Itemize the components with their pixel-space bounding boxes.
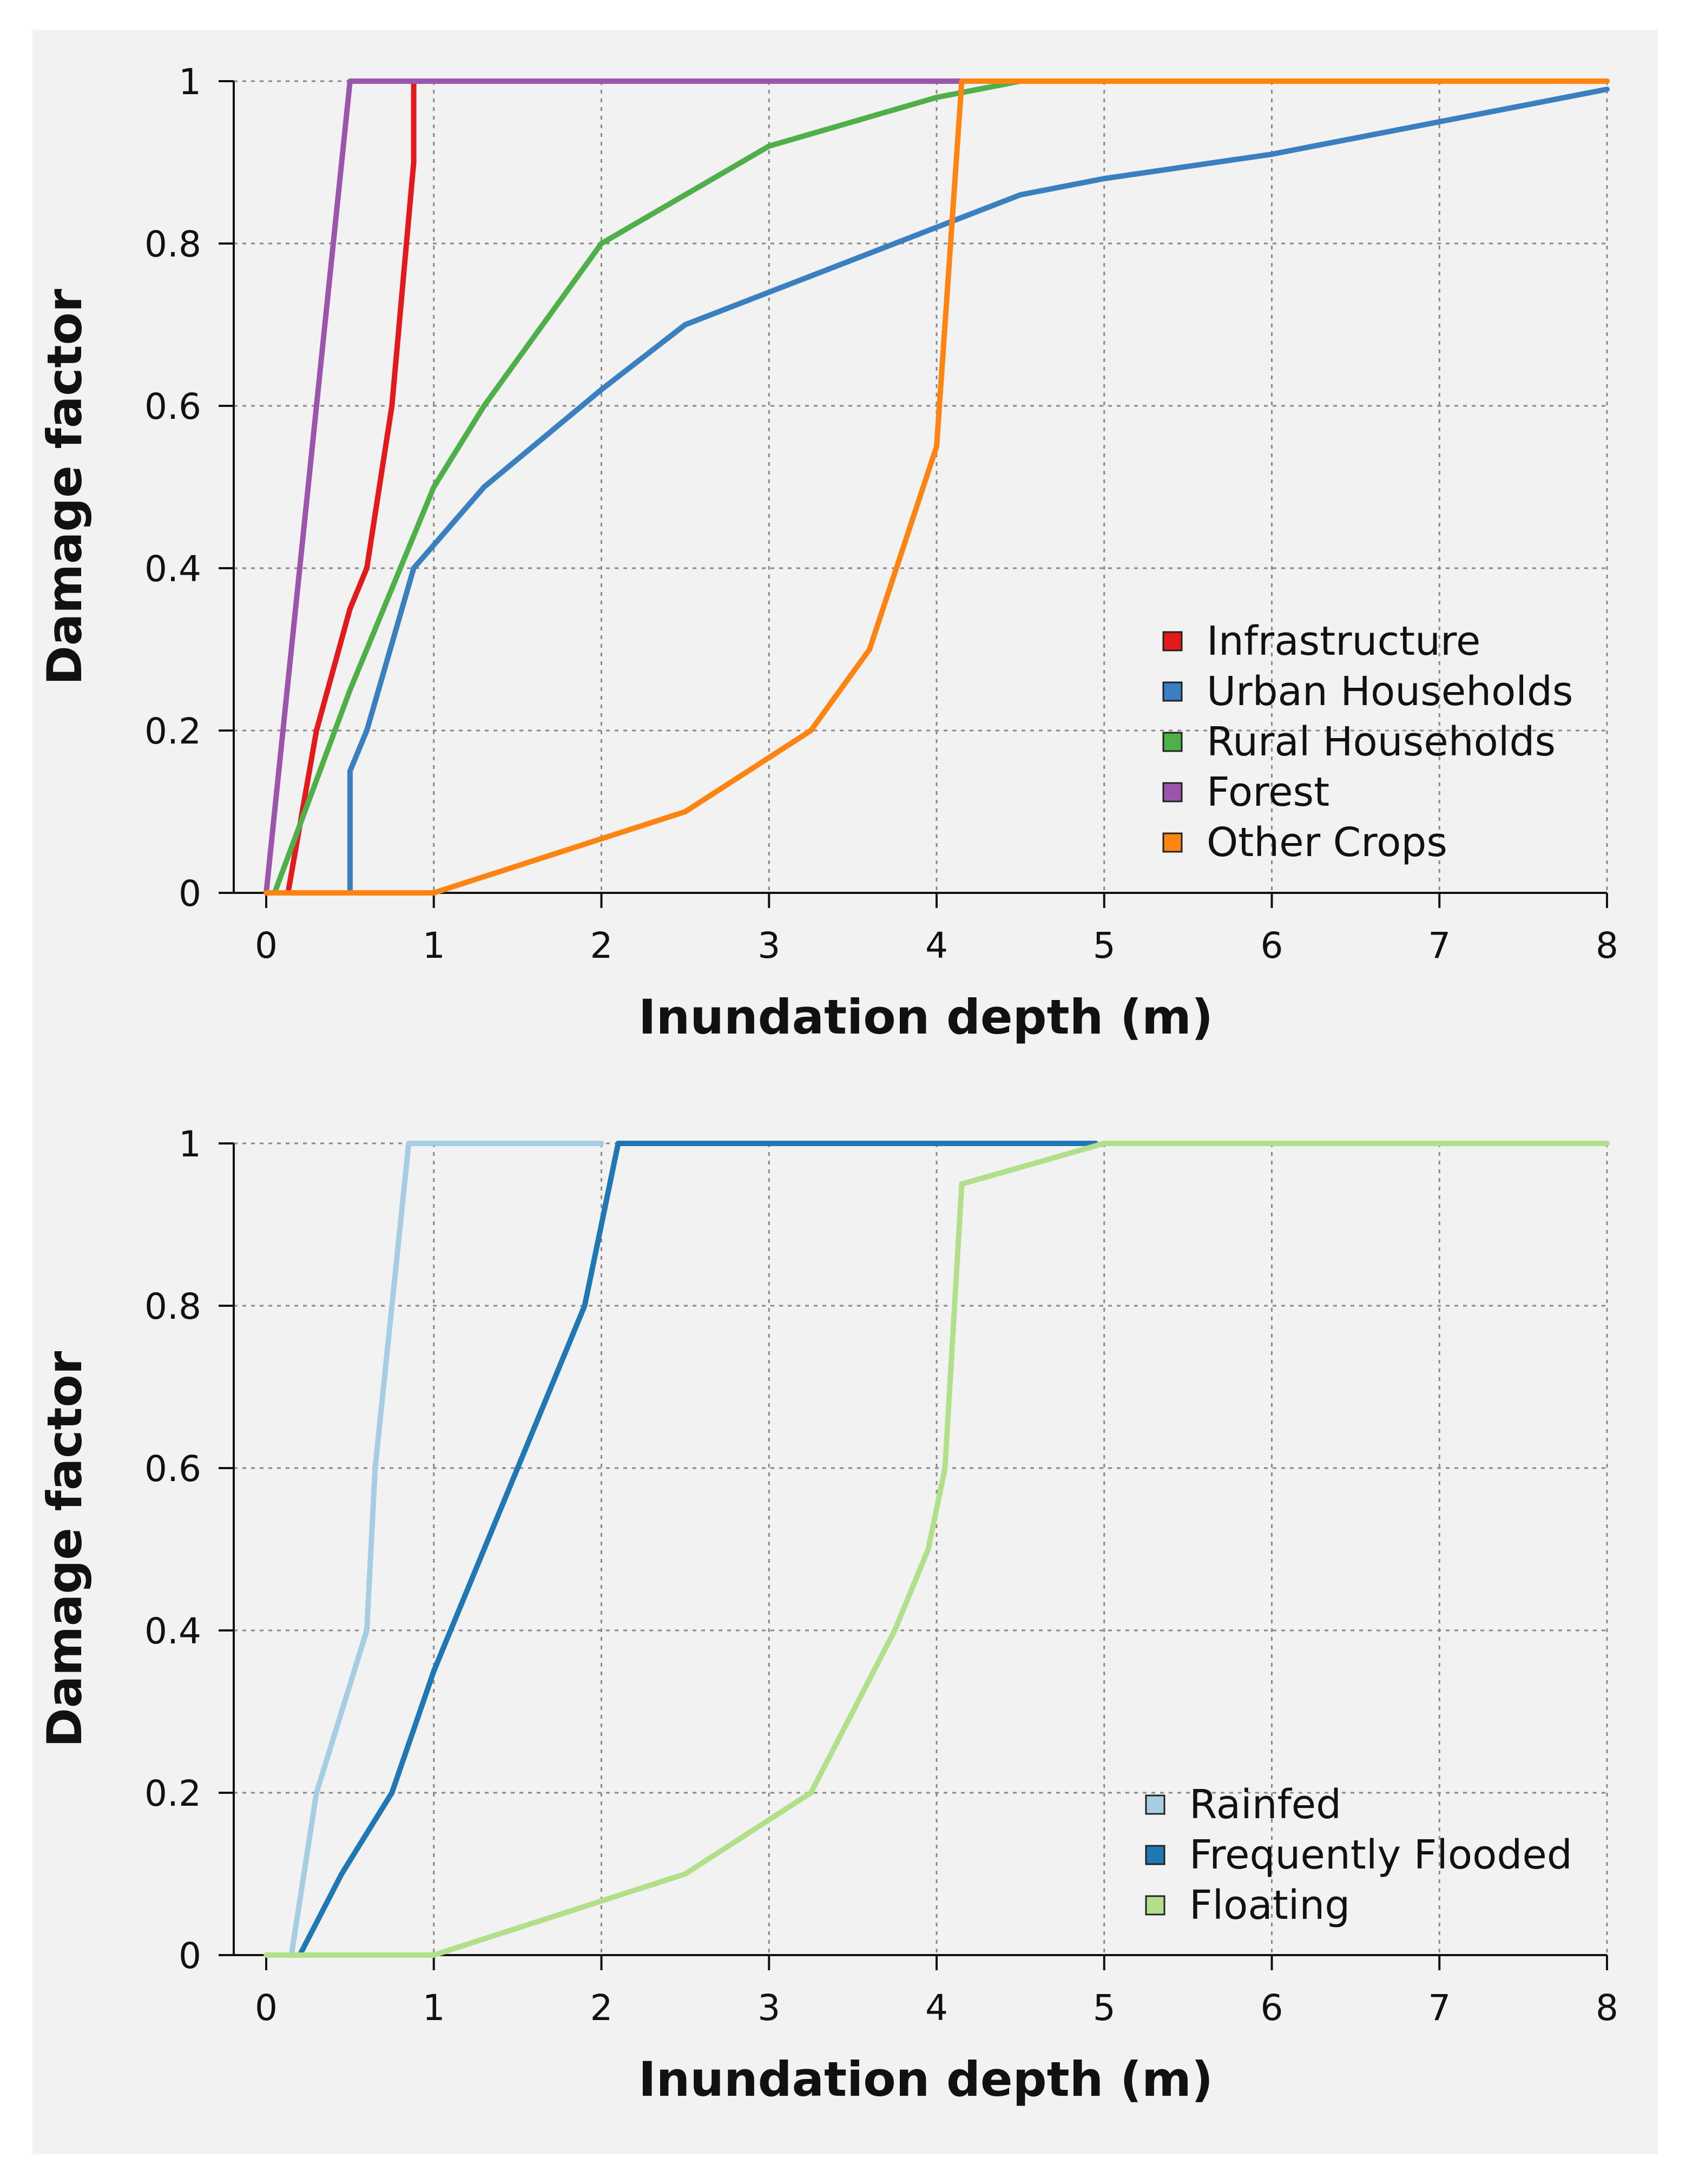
x-tick-label: 7: [1428, 925, 1451, 966]
x-tick-label: 0: [255, 925, 278, 966]
x-axis-title: Inundation depth (m): [638, 2051, 1213, 2107]
series-line-rural-households: [272, 78, 1023, 896]
x-axis-title: Inundation depth (m): [638, 989, 1213, 1045]
x-tick-label: 8: [1596, 1987, 1618, 2029]
y-tick-label: 0.2: [144, 1773, 201, 1814]
y-tick-label: 0.6: [144, 386, 201, 427]
x-tick-label: 0: [255, 1987, 278, 2029]
figure-panel: [32, 30, 1658, 2154]
legend-swatch: [1162, 631, 1183, 652]
legend-swatch: [1162, 681, 1183, 702]
x-tick-label: 8: [1596, 925, 1618, 966]
legend-label: Floating: [1189, 1882, 1350, 1929]
legend-label: Urban Households: [1207, 668, 1573, 715]
y-tick-label: 1: [179, 61, 201, 103]
legend-label: Other Crops: [1207, 819, 1447, 866]
legend-swatch: [1162, 832, 1183, 853]
y-axis-title: Damage factor: [37, 288, 93, 685]
legend-swatch: [1162, 732, 1183, 752]
x-tick-label: 1: [423, 1987, 445, 2029]
x-tick-label: 3: [758, 925, 780, 966]
series-line-other-crops: [264, 78, 1610, 896]
series-line-urban-households: [347, 87, 1610, 896]
chart-1: 0 1 2 3 4 5 6 7 8 0 0.2 0.4 0.6 0.8 1 Inundation depth …: [37, 61, 1618, 1045]
legend-label: Rural Households: [1207, 719, 1556, 765]
y-tick-label: 0.6: [144, 1448, 201, 1490]
y-tick-label: 0: [179, 873, 201, 915]
series-line-infrastructure: [285, 78, 417, 896]
y-tick-label: 0.4: [144, 1610, 201, 1652]
x-tick-label: 5: [1093, 1987, 1116, 2029]
chart-2: 0 1 2 3 4 5 6 7 8 0 0.2 0.4 0.6 0.8 1 Inundation depth …: [37, 1123, 1618, 2107]
legend-label: Infrastructure: [1207, 618, 1480, 665]
x-tick-label: 2: [590, 1987, 613, 2029]
x-tick-label: 3: [758, 1987, 780, 2029]
series-line-rainfed: [288, 1141, 604, 1958]
legend-swatch: [1145, 1895, 1165, 1916]
x-tick-label: 1: [423, 925, 445, 966]
legend-label: Frequently Flooded: [1189, 1832, 1572, 1878]
x-tick-label: 6: [1261, 925, 1283, 966]
x-tick-label: 4: [925, 1987, 948, 2029]
series-line-floating: [264, 1141, 1610, 1958]
y-tick-label: 0: [179, 1935, 201, 1977]
legend-label: Rainfed: [1189, 1781, 1341, 1828]
y-tick-label: 0.4: [144, 548, 201, 590]
legend-swatch: [1145, 1845, 1165, 1865]
x-tick-label: 2: [590, 925, 613, 966]
legend-swatch: [1162, 782, 1183, 802]
y-tick-label: 0.8: [144, 223, 201, 265]
x-tick-label: 6: [1261, 1987, 1283, 2029]
x-tick-label: 7: [1428, 1987, 1451, 2029]
legend-swatch: [1145, 1794, 1165, 1815]
y-axis-title: Damage factor: [37, 1351, 93, 1747]
y-tick-label: 0.2: [144, 711, 201, 752]
series-line-frequently-flooded: [297, 1141, 1099, 1958]
x-tick-label: 5: [1093, 925, 1116, 966]
y-tick-label: 1: [179, 1123, 201, 1165]
y-tick-label: 0.8: [144, 1286, 201, 1327]
legend-label: Forest: [1207, 769, 1329, 815]
x-tick-label: 4: [925, 925, 948, 966]
